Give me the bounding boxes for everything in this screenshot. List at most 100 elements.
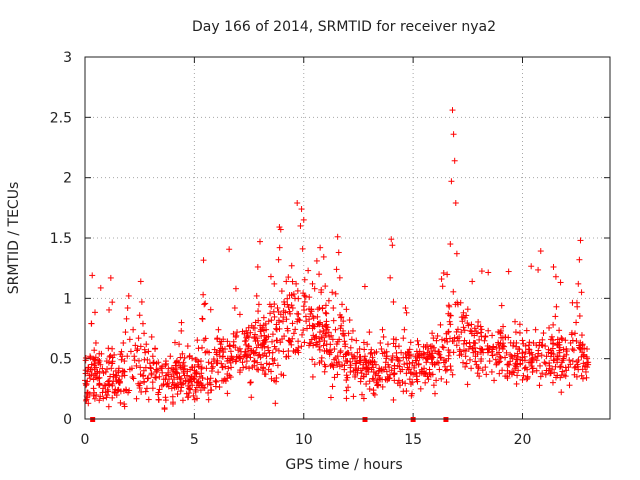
data-point: [280, 348, 287, 355]
data-point: [127, 348, 134, 355]
data-point: [135, 335, 142, 342]
y-tick-label: 1.5: [50, 231, 72, 247]
data-point: [528, 363, 535, 370]
data-point: [112, 367, 119, 374]
data-point: [569, 358, 576, 365]
data-point: [232, 334, 239, 341]
data-point: [323, 323, 330, 330]
data-point: [509, 342, 516, 349]
data-point: [363, 371, 370, 378]
data-point: [340, 318, 347, 325]
data-point: [409, 359, 416, 366]
data-point: [199, 315, 206, 322]
data-point: [583, 359, 590, 366]
data-point: [499, 334, 506, 341]
data-point: [400, 335, 407, 342]
data-point: [406, 360, 413, 367]
data-point: [356, 345, 363, 352]
data-point: [580, 360, 587, 367]
data-point: [119, 373, 126, 380]
data-point: [475, 363, 482, 370]
data-point: [452, 200, 459, 207]
data-point: [368, 346, 375, 353]
data-point: [495, 328, 502, 335]
data-point: [402, 380, 409, 387]
data-point: [153, 360, 160, 367]
data-point: [448, 178, 455, 185]
scatter-points: [82, 107, 592, 413]
data-point: [289, 320, 296, 327]
data-point: [254, 337, 261, 344]
data-point: [407, 351, 414, 358]
data-point: [163, 360, 170, 367]
data-point: [186, 352, 193, 359]
data-point: [248, 394, 255, 401]
data-point: [134, 346, 141, 353]
data-point: [133, 362, 140, 369]
data-point: [197, 387, 204, 394]
data-point: [336, 363, 343, 370]
data-point: [416, 354, 423, 361]
data-point: [310, 332, 317, 339]
data-point: [215, 326, 222, 333]
data-point: [232, 358, 239, 365]
data-point: [559, 336, 566, 343]
data-point: [345, 384, 352, 391]
data-point: [120, 339, 127, 346]
data-point: [316, 346, 323, 353]
data-point: [390, 371, 397, 378]
data-point: [173, 383, 180, 390]
data-point: [478, 268, 485, 275]
data-point: [540, 330, 547, 337]
data-point: [482, 364, 489, 371]
data-point: [273, 326, 280, 333]
data-point: [258, 361, 265, 368]
data-point: [359, 391, 366, 398]
data-point: [344, 374, 351, 381]
data-point: [347, 358, 354, 365]
data-point: [443, 330, 450, 337]
data-point: [389, 242, 396, 249]
data-point: [582, 368, 589, 375]
data-point: [459, 318, 466, 325]
data-point: [276, 319, 283, 326]
data-point: [578, 353, 585, 360]
data-point: [522, 348, 529, 355]
tick-labels: 0 5 10 15 20 0 0.5 1 1.5 2 2.5 3: [50, 50, 532, 448]
data-point: [431, 360, 438, 367]
data-point: [314, 306, 321, 313]
data-point: [477, 329, 484, 336]
data-point: [282, 309, 289, 316]
data-point: [298, 343, 305, 350]
data-point: [301, 276, 308, 283]
data-point: [96, 397, 103, 404]
data-point: [472, 348, 479, 355]
y-tick-label: 1: [63, 291, 72, 307]
data-point: [375, 381, 382, 388]
data-point: [550, 263, 557, 270]
data-point: [507, 351, 514, 358]
data-point: [276, 224, 283, 231]
data-point: [227, 348, 234, 355]
data-point: [536, 342, 543, 349]
data-point: [414, 337, 421, 344]
data-point: [212, 377, 219, 384]
data-point: [177, 388, 184, 395]
data-point: [267, 310, 274, 317]
data-point: [581, 345, 588, 352]
data-point: [257, 322, 264, 329]
data-point: [185, 382, 192, 389]
data-point: [542, 360, 549, 367]
data-point: [578, 332, 585, 339]
data-point: [260, 314, 267, 321]
data-point: [200, 291, 207, 298]
data-point: [154, 367, 161, 374]
data-point: [175, 359, 182, 366]
data-point: [575, 280, 582, 287]
data-point: [343, 387, 350, 394]
data-point: [305, 267, 312, 274]
data-point: [277, 311, 284, 318]
data-point: [497, 354, 504, 361]
data-point: [265, 344, 272, 351]
data-point: [100, 370, 107, 377]
